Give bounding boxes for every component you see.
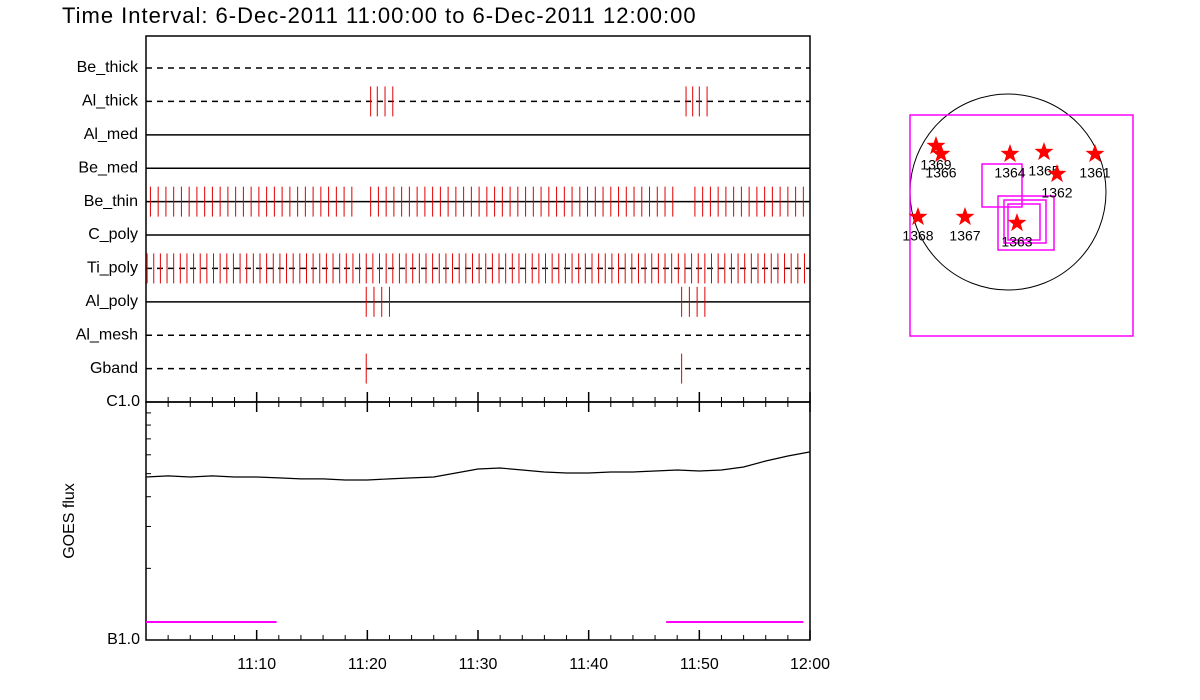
chart-title: Time Interval: 6-Dec-2011 11:00:00 to 6-… <box>62 3 697 28</box>
region-label: 1366 <box>925 165 956 181</box>
x-tick-label: 11:20 <box>348 656 387 673</box>
region-label: 1368 <box>902 228 933 244</box>
fov-box <box>909 114 1134 337</box>
flux-line <box>145 451 811 481</box>
row-label: C_poly <box>88 226 138 243</box>
fov-box <box>997 195 1055 251</box>
x-tick-label: 11:50 <box>680 656 719 673</box>
x-tick-label: 11:40 <box>569 656 608 673</box>
region-label: 1362 <box>1041 185 1072 201</box>
region-star <box>1000 144 1020 163</box>
region-label: 1367 <box>949 228 980 244</box>
fov-box <box>1007 203 1041 241</box>
row-label: Be_thin <box>84 193 138 210</box>
x-tick-label: 12:00 <box>790 656 830 673</box>
region-label: 1363 <box>1001 234 1032 250</box>
row-label: Gband <box>90 360 138 377</box>
region-label: 1365 <box>1028 163 1059 179</box>
x-tick-label: 11:10 <box>237 656 276 673</box>
region-star <box>1034 142 1054 161</box>
y-tick-label: B1.0 <box>107 631 140 648</box>
fov-box <box>1003 199 1047 244</box>
region-star <box>1047 164 1067 183</box>
row-label: Be_med <box>78 159 138 176</box>
x-tick-label: 11:30 <box>459 656 498 673</box>
region-star <box>1007 213 1027 232</box>
row-label: Be_thick <box>77 59 139 76</box>
region-star <box>955 207 975 226</box>
region-label: 1361 <box>1079 165 1110 181</box>
row-label: Al_mesh <box>76 326 138 343</box>
row-label: Ti_poly <box>87 260 138 277</box>
row-label: Al_thick <box>82 93 139 110</box>
row-label: Al_med <box>84 126 138 143</box>
panel-frame <box>145 401 811 641</box>
fov-box <box>981 163 1023 208</box>
panel-frame <box>145 35 811 403</box>
region-label: 1364 <box>994 165 1025 181</box>
region-star <box>926 136 946 155</box>
region-label: 1369 <box>920 157 951 173</box>
sun-disk <box>909 93 1107 291</box>
region-star <box>931 144 951 163</box>
y-axis-label: GOES flux <box>61 483 78 559</box>
region-star <box>1085 144 1105 163</box>
y-tick-label: C1.0 <box>106 393 140 410</box>
region-star <box>908 207 928 226</box>
row-label: Al_poly <box>86 293 138 310</box>
